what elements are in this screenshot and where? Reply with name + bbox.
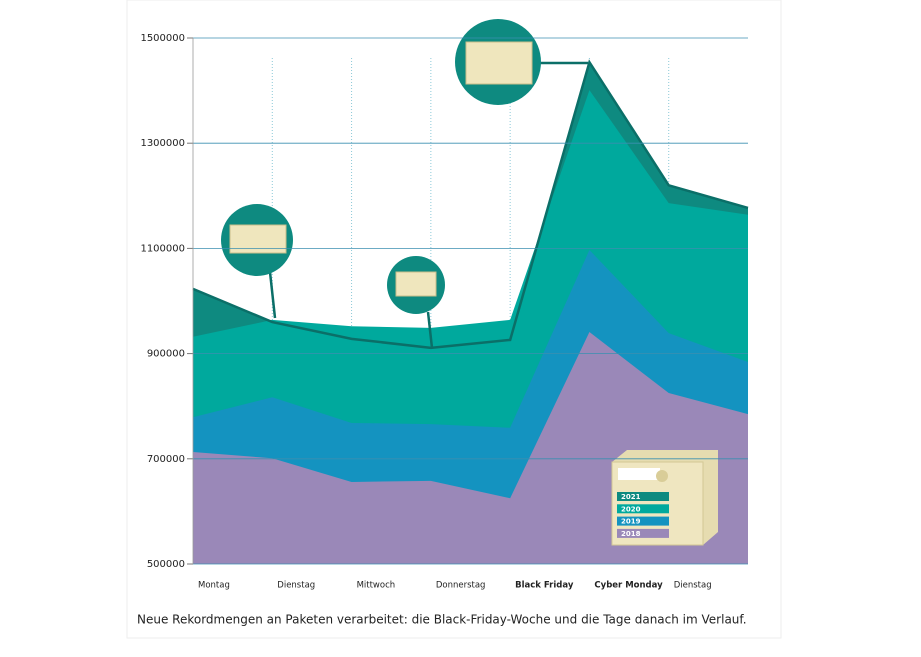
pointer bbox=[426, 311, 434, 349]
icon-box bbox=[395, 271, 437, 297]
legend-swatch bbox=[617, 516, 669, 526]
legend-label: 2019 bbox=[621, 518, 641, 526]
icon-box bbox=[229, 224, 287, 254]
y-tick-label: 1300000 bbox=[140, 138, 185, 149]
x-tick-label: Black Friday bbox=[515, 581, 574, 591]
y-tick-label: 700000 bbox=[147, 454, 185, 465]
legend-swatch bbox=[617, 504, 669, 514]
area bbox=[193, 332, 748, 564]
x-tick-label: Cyber Monday bbox=[594, 581, 663, 591]
icon-box bbox=[465, 41, 533, 85]
y-tick-label: 1100000 bbox=[140, 243, 185, 254]
x-tick-label: Dienstag bbox=[674, 581, 712, 591]
x-tick-label: Montag bbox=[198, 581, 230, 591]
caption: Neue Rekordmengen an Paketen verarbeitet… bbox=[137, 613, 747, 627]
label-dot bbox=[656, 470, 668, 482]
legend-label: 2021 bbox=[621, 493, 641, 501]
plot bbox=[192, 58, 749, 565]
legend-label: 2020 bbox=[621, 505, 641, 513]
line bbox=[192, 59, 749, 350]
y-tick-label: 900000 bbox=[147, 349, 185, 360]
y-tick-label: 500000 bbox=[147, 559, 185, 570]
label bbox=[618, 468, 660, 480]
x-tick-label: Dienstag bbox=[277, 581, 315, 591]
x-tick-label: Donnerstag bbox=[436, 581, 486, 591]
x-tick-label: Mittwoch bbox=[357, 581, 396, 591]
legend-label: 2018 bbox=[621, 530, 641, 538]
pointer bbox=[268, 271, 277, 319]
y-tick-label: 1500000 bbox=[140, 33, 185, 44]
legend-swatch bbox=[617, 528, 669, 538]
legend-swatch bbox=[617, 492, 669, 501]
